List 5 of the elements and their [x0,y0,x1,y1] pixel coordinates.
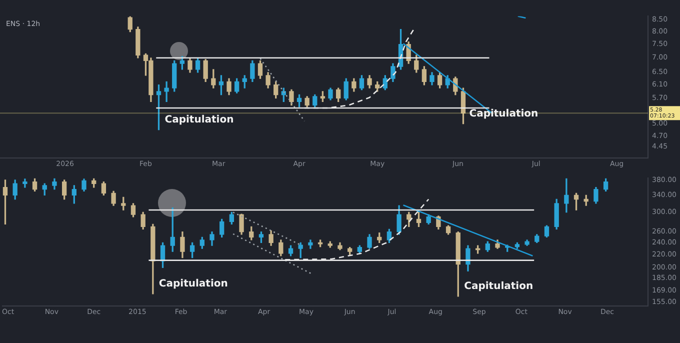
annotation: Capitulation [464,280,534,292]
annotation: Capitulation [164,114,234,126]
annotation: Capitulation [469,108,538,120]
annotation: Capitulation [158,278,228,290]
candlestick [164,81,169,102]
